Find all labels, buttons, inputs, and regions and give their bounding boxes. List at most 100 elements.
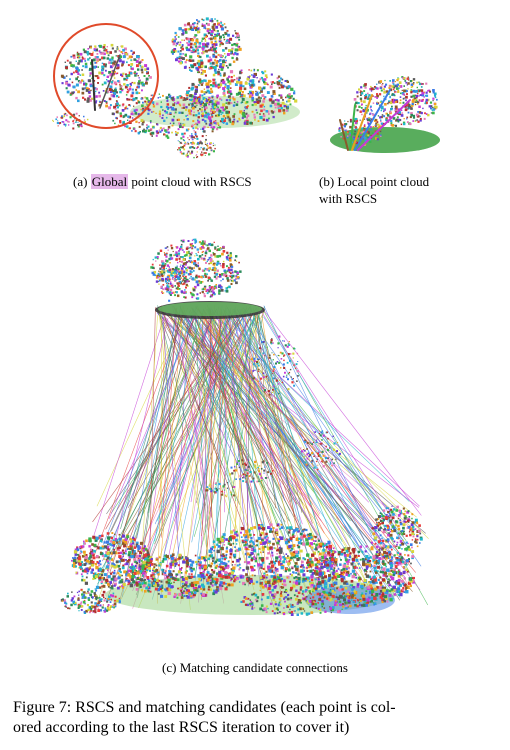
point — [195, 563, 198, 565]
point — [212, 54, 216, 58]
point — [84, 555, 88, 560]
point — [382, 83, 384, 85]
point — [180, 260, 184, 263]
point — [106, 560, 109, 563]
point — [374, 86, 378, 90]
point — [186, 595, 190, 599]
point — [238, 76, 241, 79]
point — [119, 571, 122, 574]
point — [89, 67, 92, 71]
point — [228, 573, 231, 576]
point — [105, 578, 109, 582]
point — [297, 541, 301, 545]
point — [185, 556, 187, 558]
point — [327, 437, 329, 440]
point — [89, 548, 93, 551]
point — [193, 589, 196, 592]
point — [62, 121, 65, 123]
point — [282, 99, 284, 101]
point — [311, 546, 314, 549]
point — [210, 87, 213, 90]
point — [149, 76, 152, 79]
point — [241, 459, 244, 462]
point — [125, 579, 127, 582]
point — [204, 79, 207, 82]
point — [246, 121, 249, 124]
point — [214, 566, 217, 569]
point — [241, 116, 244, 119]
point — [248, 548, 250, 551]
point — [100, 52, 103, 55]
point — [120, 557, 123, 560]
point — [135, 554, 140, 558]
point — [115, 91, 118, 94]
point — [185, 269, 189, 272]
point — [397, 77, 400, 80]
point — [113, 73, 115, 75]
point — [145, 586, 149, 590]
point — [321, 432, 323, 434]
point — [175, 246, 177, 248]
point — [315, 543, 318, 547]
point — [422, 98, 424, 101]
point — [180, 576, 182, 579]
point — [180, 277, 183, 279]
point — [220, 20, 222, 23]
point — [268, 584, 272, 588]
point — [211, 584, 214, 587]
point — [138, 80, 141, 83]
point — [236, 463, 239, 465]
point — [121, 558, 125, 562]
point — [126, 88, 129, 91]
point — [141, 557, 144, 560]
branch — [357, 99, 411, 151]
point — [116, 63, 120, 67]
point — [103, 100, 106, 102]
point — [103, 573, 107, 577]
point — [149, 108, 152, 111]
point — [136, 86, 139, 89]
point — [258, 81, 260, 83]
point — [363, 127, 366, 130]
point — [270, 342, 273, 345]
point — [281, 78, 284, 81]
point — [145, 129, 148, 132]
point — [203, 247, 205, 249]
point — [165, 564, 169, 568]
point — [367, 96, 369, 98]
point — [210, 294, 213, 298]
point — [171, 278, 174, 280]
point — [200, 246, 204, 249]
point — [212, 81, 216, 85]
point — [391, 98, 395, 102]
point — [131, 542, 134, 545]
point — [82, 65, 85, 68]
point — [86, 569, 90, 573]
point — [133, 546, 137, 549]
point — [86, 118, 89, 121]
point — [190, 267, 194, 270]
point — [196, 41, 199, 44]
point — [235, 255, 238, 258]
point — [272, 389, 274, 391]
point — [296, 569, 300, 573]
point — [241, 539, 244, 542]
point — [206, 288, 210, 292]
point — [291, 381, 294, 384]
point — [68, 124, 70, 126]
point — [85, 87, 89, 90]
point — [288, 341, 290, 343]
point — [147, 583, 151, 587]
point — [417, 102, 419, 105]
point — [228, 257, 231, 260]
point — [249, 79, 253, 83]
point — [199, 247, 202, 250]
point — [231, 122, 235, 126]
point — [299, 549, 303, 553]
point — [81, 555, 85, 558]
point — [214, 40, 217, 42]
point — [127, 119, 129, 121]
point — [204, 272, 207, 275]
point — [137, 550, 139, 552]
point — [295, 579, 298, 582]
